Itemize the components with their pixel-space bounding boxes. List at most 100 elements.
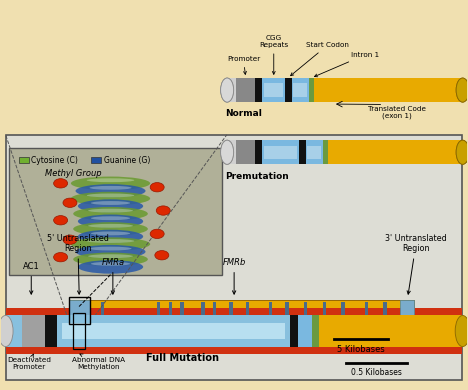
Text: Translated Code
(exon 1): Translated Code (exon 1): [368, 106, 426, 119]
Bar: [6, 347, 462, 354]
Text: Promoter: Promoter: [227, 56, 260, 74]
Bar: [285, 78, 292, 102]
Ellipse shape: [87, 193, 134, 197]
Text: CGG
Repeats: CGG Repeats: [259, 35, 288, 74]
Ellipse shape: [75, 245, 146, 259]
Ellipse shape: [220, 78, 234, 102]
Text: Normal: Normal: [225, 109, 262, 118]
Ellipse shape: [75, 184, 146, 198]
Ellipse shape: [71, 177, 150, 190]
Bar: [6, 135, 462, 379]
Ellipse shape: [91, 201, 130, 205]
Ellipse shape: [156, 206, 170, 215]
Ellipse shape: [63, 198, 77, 207]
Ellipse shape: [73, 252, 148, 266]
Bar: [6, 316, 463, 347]
Bar: [306, 140, 323, 164]
Ellipse shape: [91, 216, 130, 220]
Bar: [227, 140, 463, 164]
Ellipse shape: [73, 207, 148, 220]
Bar: [309, 78, 314, 102]
Bar: [329, 140, 463, 164]
Bar: [68, 300, 89, 321]
Bar: [6, 308, 462, 316]
Bar: [91, 157, 101, 163]
Bar: [246, 303, 249, 319]
Text: Full Mutation: Full Mutation: [146, 353, 219, 363]
Bar: [157, 303, 161, 319]
Bar: [169, 303, 172, 319]
Ellipse shape: [63, 235, 77, 245]
Ellipse shape: [88, 209, 133, 213]
Text: Deactivated
Promoter: Deactivated Promoter: [7, 354, 51, 370]
Ellipse shape: [54, 252, 67, 262]
Bar: [319, 316, 463, 347]
Bar: [227, 78, 463, 102]
Bar: [300, 140, 306, 164]
Ellipse shape: [89, 186, 132, 190]
Ellipse shape: [89, 246, 132, 250]
Text: Guanine (G): Guanine (G): [103, 156, 150, 165]
Ellipse shape: [91, 231, 130, 235]
Bar: [45, 316, 57, 347]
Bar: [290, 316, 299, 347]
Bar: [181, 303, 184, 319]
Bar: [383, 303, 387, 319]
Text: 5' Untranslated
Region: 5' Untranslated Region: [47, 234, 109, 294]
Ellipse shape: [73, 222, 148, 236]
Text: Premutation: Premutation: [225, 172, 289, 181]
Ellipse shape: [220, 78, 234, 102]
Ellipse shape: [455, 316, 468, 347]
Bar: [264, 145, 297, 159]
Ellipse shape: [88, 254, 133, 258]
Text: Abnormal DNA
Methylation: Abnormal DNA Methylation: [73, 354, 125, 370]
Ellipse shape: [220, 140, 234, 164]
Ellipse shape: [0, 316, 13, 347]
Bar: [73, 313, 85, 349]
Text: Cytosine (C): Cytosine (C): [31, 156, 78, 165]
Bar: [262, 78, 285, 102]
Bar: [313, 316, 319, 347]
Ellipse shape: [78, 199, 143, 213]
Text: 5 Kilobases: 5 Kilobases: [337, 345, 385, 354]
Ellipse shape: [456, 140, 468, 164]
Text: 0.5 Kilobases: 0.5 Kilobases: [351, 368, 402, 377]
Ellipse shape: [78, 260, 143, 274]
Ellipse shape: [78, 230, 143, 243]
Text: 3' Untranslated
Region: 3' Untranslated Region: [385, 234, 447, 294]
Text: Intron 1: Intron 1: [314, 52, 379, 77]
Bar: [13, 308, 456, 313]
Ellipse shape: [54, 216, 67, 225]
Bar: [68, 297, 90, 324]
Bar: [323, 140, 329, 164]
Text: Start Codon: Start Codon: [291, 43, 349, 76]
Bar: [262, 140, 300, 164]
Bar: [255, 140, 262, 164]
Bar: [314, 78, 463, 102]
Bar: [400, 300, 414, 321]
Ellipse shape: [150, 229, 164, 239]
Ellipse shape: [71, 192, 150, 205]
Ellipse shape: [91, 262, 130, 266]
Bar: [264, 83, 283, 97]
Bar: [236, 140, 255, 164]
Text: AC1: AC1: [23, 262, 40, 294]
Bar: [292, 78, 309, 102]
Bar: [285, 303, 289, 319]
Ellipse shape: [87, 239, 134, 243]
Bar: [68, 300, 414, 321]
Ellipse shape: [54, 179, 67, 188]
Ellipse shape: [220, 140, 234, 164]
Ellipse shape: [88, 224, 133, 228]
Bar: [19, 157, 29, 163]
Bar: [57, 316, 290, 347]
Ellipse shape: [71, 237, 150, 251]
Bar: [1, 1, 468, 137]
Bar: [101, 303, 104, 319]
Text: FMRb: FMRb: [222, 258, 246, 294]
Text: Methyl Group: Methyl Group: [45, 169, 102, 178]
Bar: [365, 303, 368, 319]
Ellipse shape: [78, 215, 143, 228]
Bar: [229, 303, 233, 319]
Ellipse shape: [456, 140, 468, 164]
